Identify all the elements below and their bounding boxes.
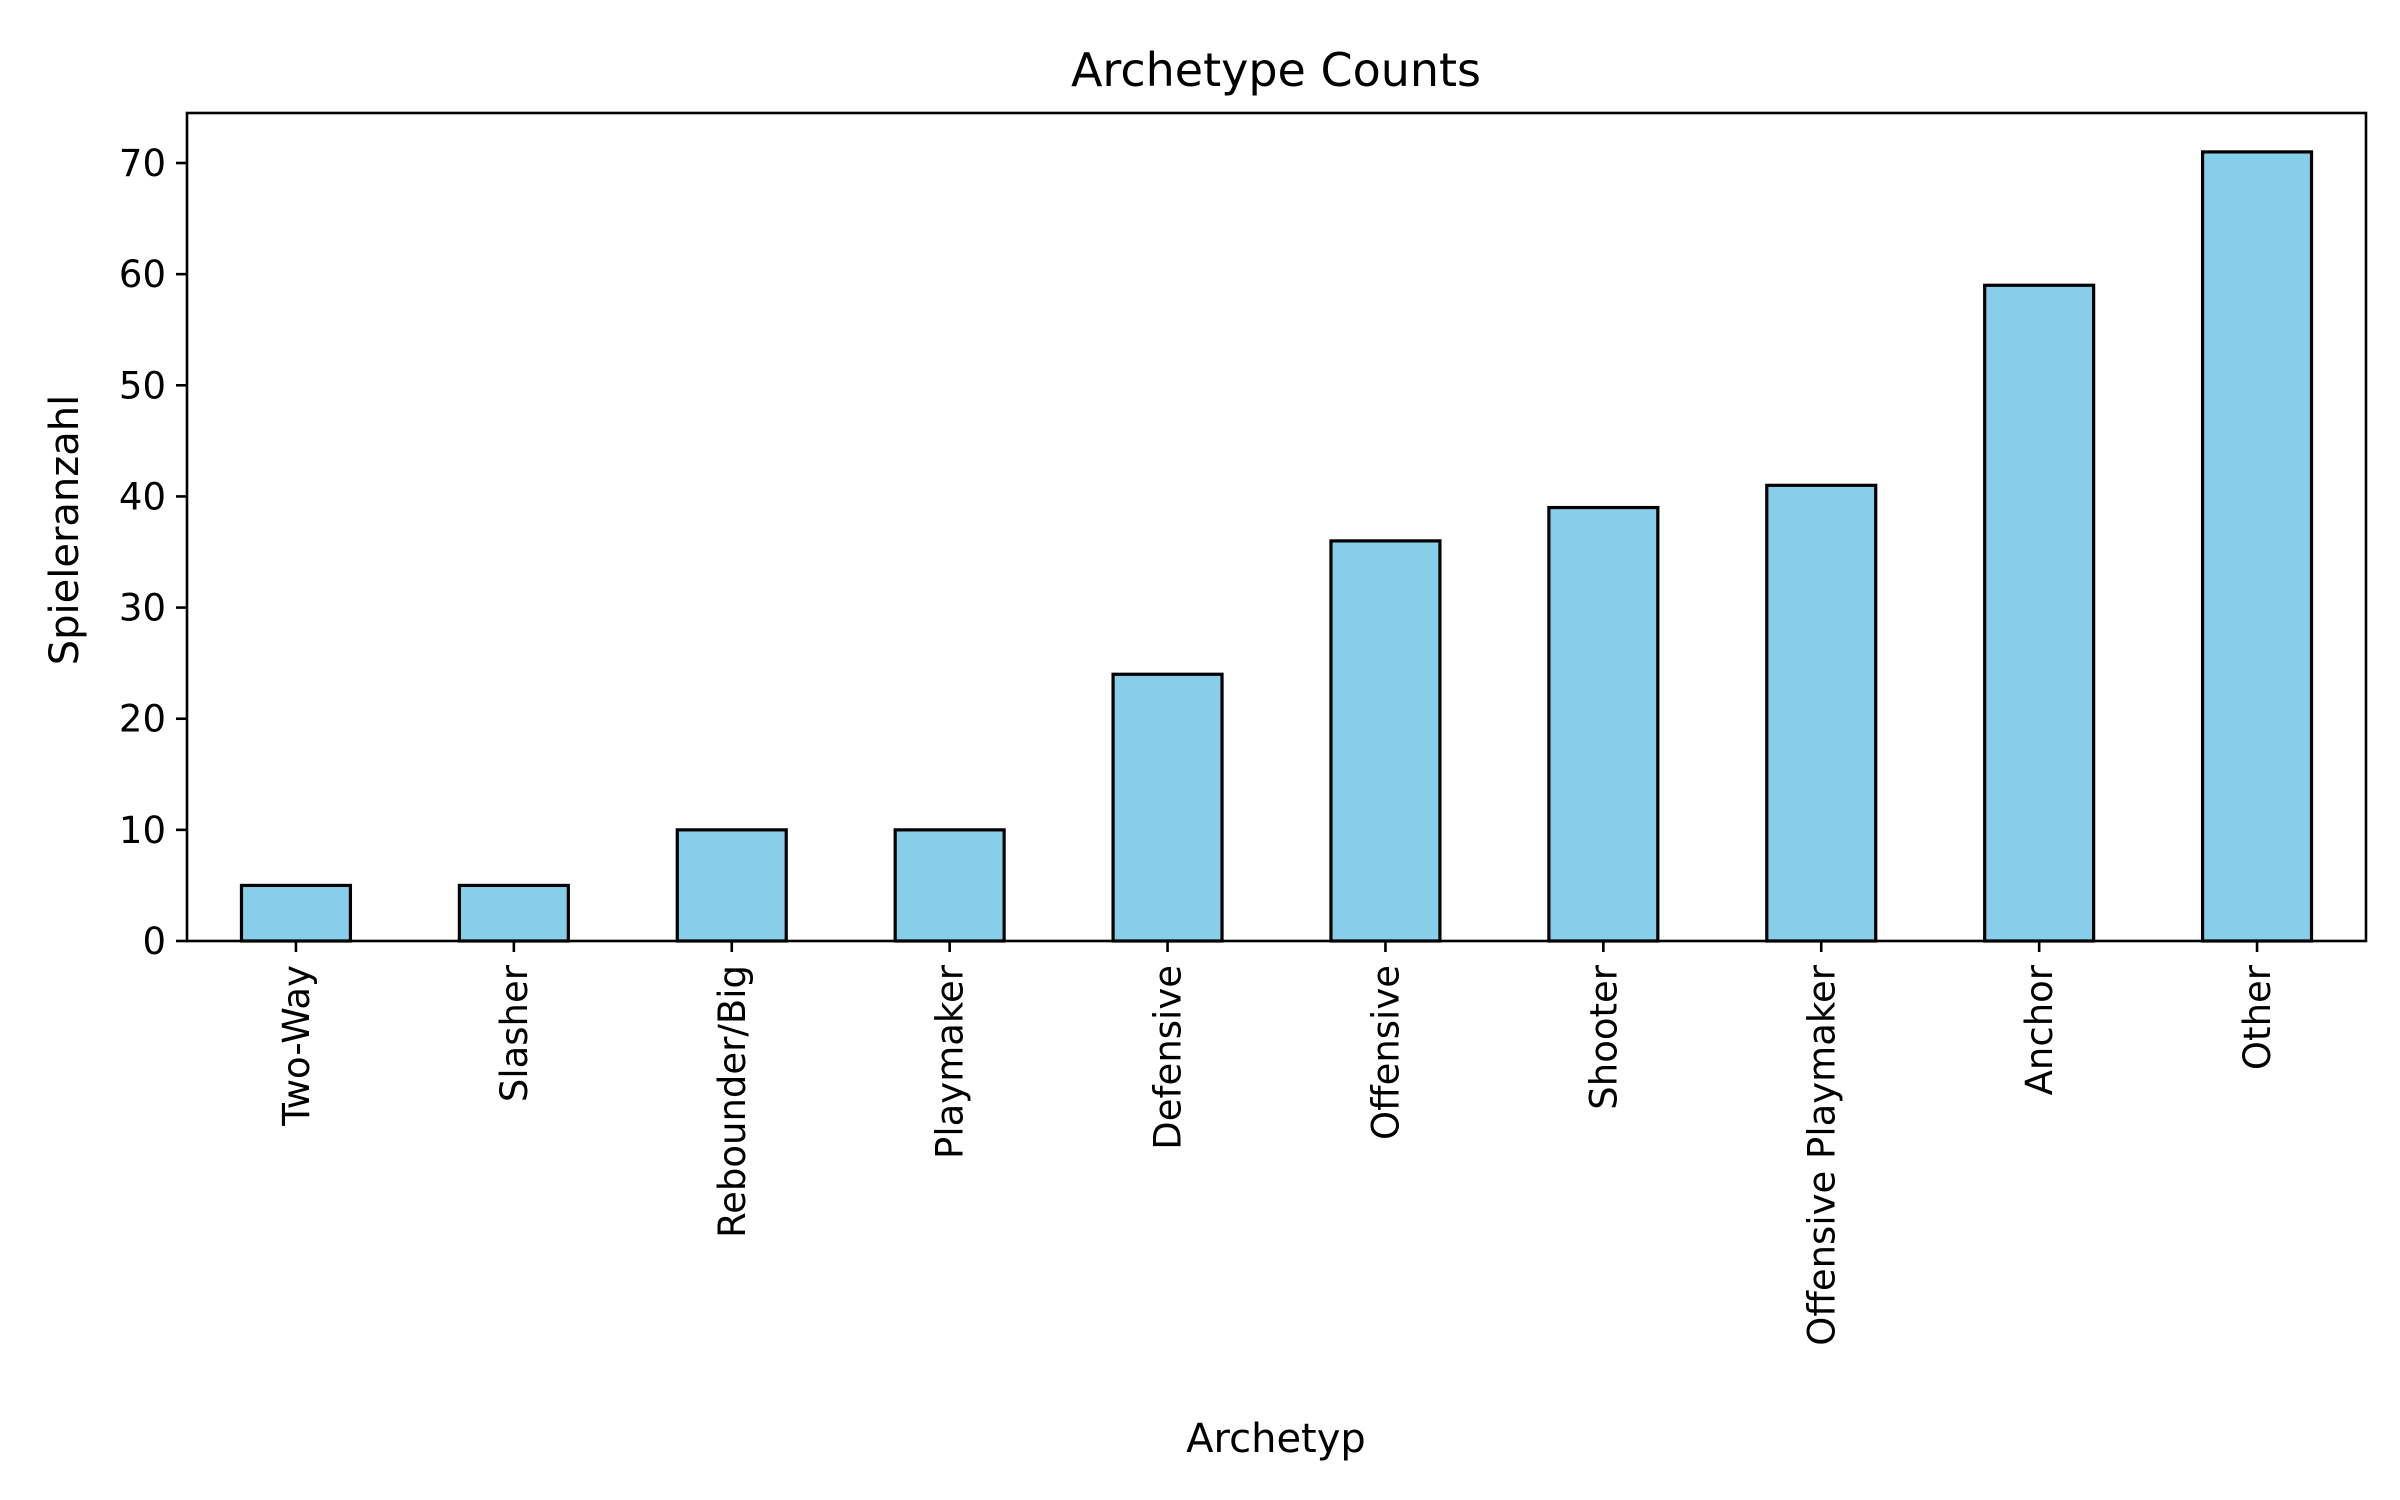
x-tick-label: Slasher	[493, 964, 536, 1102]
chart-title: Archetype Counts	[1071, 43, 1481, 97]
x-tick-label: Offensive Playmaker	[1800, 964, 1843, 1346]
y-tick-label: 60	[119, 253, 166, 296]
x-tick-label: Shooter	[1582, 964, 1625, 1109]
x-tick-label: Two-Way	[275, 965, 318, 1127]
bar	[1547, 505, 1660, 943]
y-tick-label: 30	[119, 587, 166, 630]
bars-group	[239, 150, 2314, 943]
x-tick-label: Offensive	[1364, 965, 1407, 1140]
y-tick-label: 10	[119, 809, 166, 852]
y-tick-label: 70	[119, 142, 166, 185]
bar	[2200, 150, 2314, 943]
y-axis: 0 10 20 30 40 50 60 70	[119, 142, 187, 963]
x-axis: Two-Way Slasher Rebounder/Big Playmaker Defe…	[275, 941, 2279, 1346]
x-tick-label: Anchor	[2018, 964, 2061, 1095]
bar	[675, 828, 788, 943]
y-tick-label: 20	[119, 698, 166, 741]
bar	[1983, 283, 2096, 943]
x-axis-label: Archetyp	[1186, 1416, 1366, 1462]
bar	[239, 883, 353, 943]
x-tick-label: Rebounder/Big	[711, 965, 754, 1238]
x-tick-label: Defensive	[1147, 965, 1190, 1150]
bar	[893, 828, 1006, 943]
bar	[1111, 672, 1224, 943]
bar	[1765, 483, 1878, 943]
bar	[1329, 539, 1442, 943]
y-axis-label: Spieleranzahl	[42, 395, 88, 666]
plot-frame	[185, 111, 2368, 943]
x-tick-label: Other	[2236, 964, 2279, 1070]
y-tick-label: 50	[119, 364, 166, 407]
x-tick-label: Playmaker	[929, 964, 972, 1159]
bar	[457, 883, 570, 943]
y-tick-label: 0	[142, 920, 166, 963]
y-tick-label: 40	[119, 475, 166, 518]
